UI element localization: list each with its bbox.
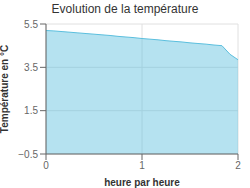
svg-text:5.5: 5.5 — [24, 19, 38, 30]
svg-text:1.5: 1.5 — [24, 105, 38, 116]
svg-text:−0.5: −0.5 — [18, 149, 38, 160]
svg-text:0: 0 — [43, 160, 49, 171]
svg-text:1: 1 — [139, 160, 145, 171]
svg-text:2: 2 — [235, 160, 241, 171]
svg-text:3.5: 3.5 — [24, 62, 38, 73]
html-text:Evolution de la température: Evolution de la température — [51, 2, 199, 16]
svg-text:Température en °C: Température en °C — [8, 45, 10, 133]
svg-text:heure par heure: heure par heure — [104, 177, 180, 188]
